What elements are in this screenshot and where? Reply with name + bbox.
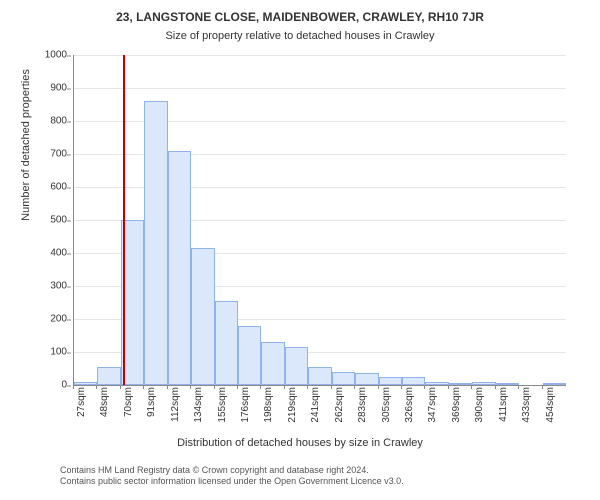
x-tick-label: 70sqm (123, 387, 134, 417)
x-tick-label: 219sqm (287, 387, 298, 423)
y-tick: 700 (0, 149, 67, 160)
x-tick-mark (237, 385, 238, 389)
x-tick-mark (448, 385, 449, 389)
y-tick: 300 (0, 281, 67, 292)
x-tick-mark (73, 385, 74, 389)
x-tick-mark (495, 385, 496, 389)
x-tick-label: 112sqm (170, 387, 181, 422)
x-tick-mark (214, 385, 215, 389)
histogram-bar (191, 248, 214, 385)
y-tick: 500 (0, 215, 67, 226)
x-tick-label: 390sqm (474, 387, 485, 423)
histogram-bar (332, 372, 355, 385)
plot-area (73, 55, 566, 386)
x-tick-label: 411sqm (498, 387, 509, 422)
x-tick-label: 326sqm (404, 387, 415, 423)
gridline-h (74, 55, 566, 56)
histogram-bar (308, 367, 331, 385)
x-tick-label: 198sqm (263, 387, 274, 423)
chart-title-sub: Size of property relative to detached ho… (0, 30, 600, 42)
histogram-bar (355, 373, 378, 385)
y-tick: 600 (0, 182, 67, 193)
y-tick: 100 (0, 347, 67, 358)
x-tick-label: 27sqm (76, 387, 87, 417)
x-tick-mark (96, 385, 97, 389)
x-tick-mark (471, 385, 472, 389)
x-tick-label: 134sqm (193, 387, 204, 423)
chart-title-main: 23, LANGSTONE CLOSE, MAIDENBOWER, CRAWLE… (0, 10, 600, 24)
x-tick-mark (307, 385, 308, 389)
histogram-bar (261, 342, 284, 385)
histogram-bar (168, 151, 191, 385)
x-tick-mark (143, 385, 144, 389)
footer-line1: Contains HM Land Registry data © Crown c… (60, 465, 404, 476)
x-tick-label: 305sqm (381, 387, 392, 423)
property-marker-line (123, 55, 125, 385)
x-tick-mark (331, 385, 332, 389)
x-tick-mark (260, 385, 261, 389)
x-tick-mark (518, 385, 519, 389)
x-axis-label: Distribution of detached houses by size … (0, 437, 600, 449)
x-tick-label: 454sqm (545, 387, 556, 423)
histogram-bar (379, 377, 402, 385)
histogram-bar (97, 367, 120, 385)
y-tick: 400 (0, 248, 67, 259)
histogram-bar (285, 347, 308, 385)
x-axis-ticks: 27sqm 48sqm 70sqm 91sqm 112sqm 134sqm 155sqm 17… (73, 385, 565, 435)
x-tick-mark (424, 385, 425, 389)
x-tick-mark (167, 385, 168, 389)
y-tick: 800 (0, 116, 67, 127)
x-tick-label: 176sqm (240, 387, 251, 423)
x-tick-label: 433sqm (521, 387, 532, 423)
x-tick-mark (354, 385, 355, 389)
x-tick-label: 155sqm (217, 387, 228, 423)
x-tick-label: 262sqm (334, 387, 345, 423)
x-tick-label: 241sqm (310, 387, 321, 423)
y-tick: 900 (0, 83, 67, 94)
footer-credits: Contains HM Land Registry data © Crown c… (60, 465, 404, 488)
y-tick: 1000 (0, 50, 67, 61)
x-tick-mark (542, 385, 543, 389)
histogram-bar (402, 377, 425, 385)
x-tick-label: 347sqm (427, 387, 438, 423)
x-tick-label: 283sqm (357, 387, 368, 423)
y-tick: 0 (0, 380, 67, 391)
x-tick-mark (378, 385, 379, 389)
x-tick-label: 48sqm (99, 387, 110, 417)
histogram-bar (215, 301, 238, 385)
y-tick: 200 (0, 314, 67, 325)
x-tick-mark (120, 385, 121, 389)
x-tick-mark (401, 385, 402, 389)
histogram-bar (144, 101, 167, 385)
x-tick-label: 369sqm (451, 387, 462, 423)
histogram-bar (238, 326, 261, 385)
x-tick-label: 91sqm (146, 387, 157, 417)
gridline-h (74, 88, 566, 89)
x-tick-mark (284, 385, 285, 389)
footer-line2: Contains public sector information licen… (60, 476, 404, 487)
x-tick-mark (190, 385, 191, 389)
